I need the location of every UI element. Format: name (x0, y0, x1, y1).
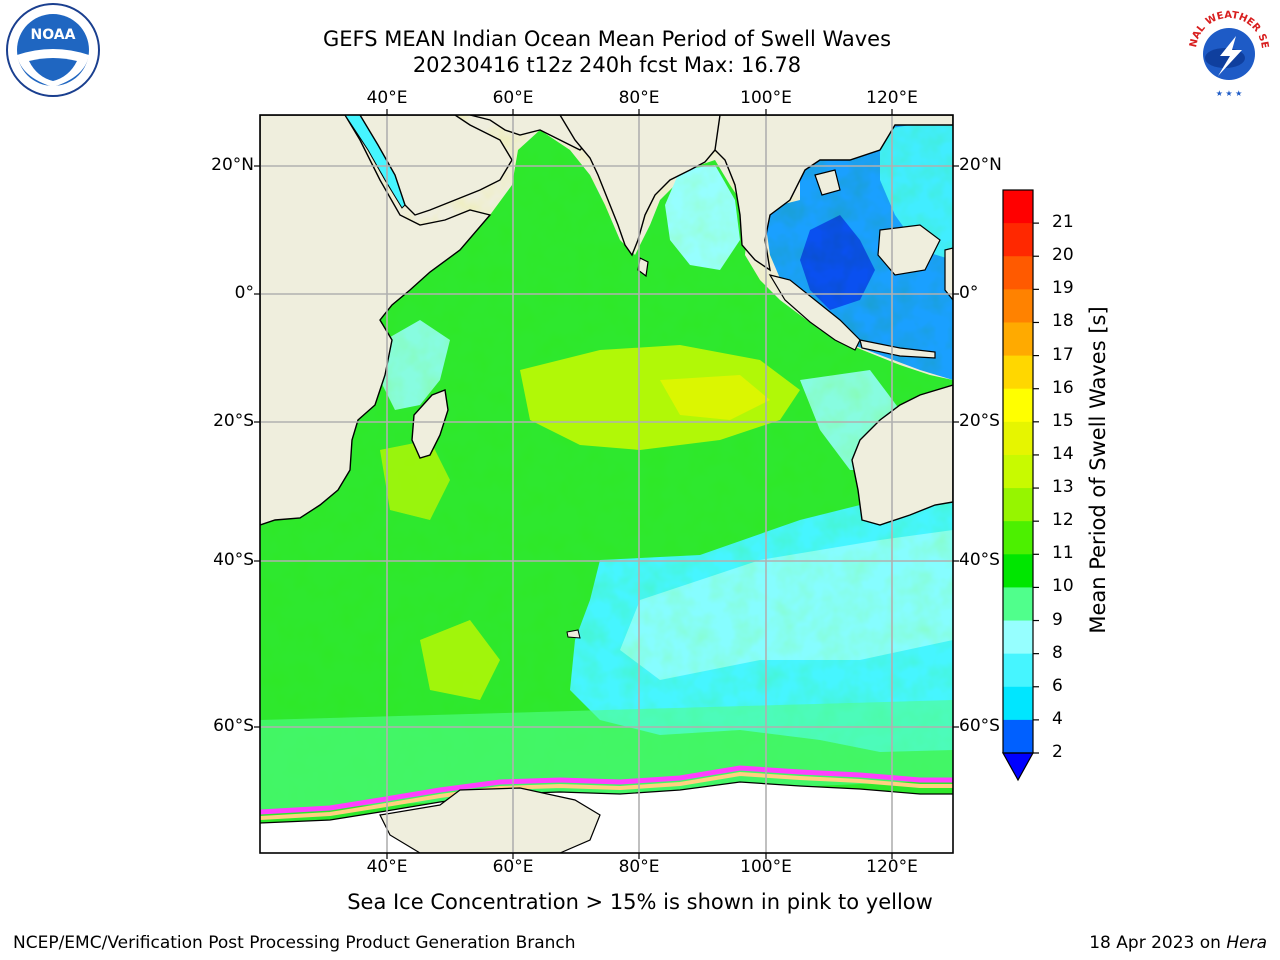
map-frame (259, 114, 954, 854)
grid-lines (260, 115, 953, 853)
sea-ice-caption: Sea Ice Concentration > 15% is shown in … (347, 890, 933, 914)
lat-label-left: 40°S (213, 550, 254, 570)
lon-label-top: 120°E (866, 88, 918, 108)
lat-label-right: 20°S (959, 411, 1000, 431)
colorbar-tick-label: 9 (1052, 609, 1063, 630)
lat-label-left: 60°S (213, 716, 254, 736)
colorbar-segment (1003, 686, 1033, 721)
colorbar-frame (1002, 189, 1034, 754)
footer-credit: NCEP/EMC/Verification Post Processing Pr… (13, 933, 576, 953)
colorbar-tick-label: 17 (1052, 344, 1074, 365)
lat-label-right: 0° (959, 283, 979, 303)
chart-title: GEFS MEAN Indian Ocean Mean Period of Sw… (322, 27, 892, 51)
colorbar (1001, 189, 1039, 782)
lon-label-bottom: 120°E (866, 857, 918, 877)
colorbar-segment (1003, 521, 1033, 555)
colorbar-tick-label: 6 (1052, 675, 1063, 696)
colorbar-tick-label: 8 (1052, 642, 1063, 663)
lat-label-left: 20°N (211, 155, 254, 175)
lon-label-top: 60°E (492, 88, 534, 108)
tick-marks (254, 109, 959, 859)
colorbar-segment (1003, 653, 1033, 688)
arabia-land (359, 115, 513, 216)
lat-label-right: 20°N (959, 155, 1002, 175)
lat-label-right: 40°S (959, 550, 1000, 570)
lat-label-left: 0° (234, 283, 254, 303)
chart-subtitle: 20230416 t12z 240h fcst Max: 16.78 (412, 53, 802, 77)
colorbar-tick-label: 16 (1052, 377, 1074, 398)
colorbar-segment (1003, 421, 1033, 456)
colorbar-segment (1003, 355, 1033, 390)
footer-machine: Hera (1226, 933, 1267, 953)
colorbar-segment (1003, 256, 1033, 290)
lon-label-bottom: 100°E (740, 857, 792, 877)
colorbar-segment (1003, 620, 1033, 655)
noaa-logo: NOAA (6, 3, 100, 97)
lat-label-left: 20°S (213, 411, 254, 431)
colorbar-tick-label: 11 (1052, 543, 1074, 564)
footer-date: 18 Apr 2023 on Hera (1089, 933, 1267, 953)
lon-label-bottom: 40°E (366, 857, 408, 877)
colorbar-title: Mean Period of Swell Waves [s] (1086, 306, 1110, 634)
colorbar-tick-label: 2 (1052, 742, 1063, 762)
colorbar-segment (1003, 454, 1033, 489)
colorbar-tick-label: 15 (1052, 410, 1074, 431)
colorbar-segment (1003, 190, 1033, 224)
colorbar-tick-label: 19 (1052, 278, 1074, 299)
colorbar-tick-label: 4 (1052, 708, 1063, 729)
lon-label-top: 40°E (366, 88, 408, 108)
stars-icon: ★ ★ ★ (1216, 89, 1243, 98)
colorbar-tick-label: 21 (1052, 212, 1074, 233)
colorbar-tick-label: 18 (1052, 311, 1074, 332)
colorbar-segment (1003, 223, 1033, 257)
colorbar-tick-label: 13 (1052, 477, 1074, 498)
colorbar-tick-label: 10 (1052, 576, 1074, 597)
colorbar-segment (1003, 719, 1033, 754)
colorbar-tick-label: 12 (1052, 510, 1074, 531)
lon-label-top: 80°E (618, 88, 660, 108)
colorbar-segment (1003, 587, 1033, 622)
australia-land (851, 384, 953, 526)
colorbar-tick-label: 14 (1052, 443, 1074, 464)
footer-date-text: 18 Apr 2023 on (1089, 933, 1227, 953)
lon-label-bottom: 60°E (492, 857, 534, 877)
nws-logo: NATIONAL WEATHER SERVICE ★ ★ ★ (1180, 2, 1275, 98)
colorbar-segment (1003, 488, 1033, 522)
colorbar-under-arrow (1001, 752, 1035, 782)
noaa-logo-text: NOAA (31, 27, 76, 43)
colorbar-segment (1003, 289, 1033, 323)
southeast-asia-land (714, 115, 953, 272)
colorbar-segment (1003, 554, 1033, 588)
lat-label-right: 60°S (959, 716, 1000, 736)
colorbar-segment (1003, 388, 1033, 423)
madagascar (411, 389, 449, 459)
colorbar-segment (1003, 322, 1033, 357)
colorbar-tick-label: 20 (1052, 245, 1074, 266)
lon-label-bottom: 80°E (618, 857, 660, 877)
sea-ice-edge (260, 765, 953, 815)
lon-label-top: 100°E (740, 88, 792, 108)
